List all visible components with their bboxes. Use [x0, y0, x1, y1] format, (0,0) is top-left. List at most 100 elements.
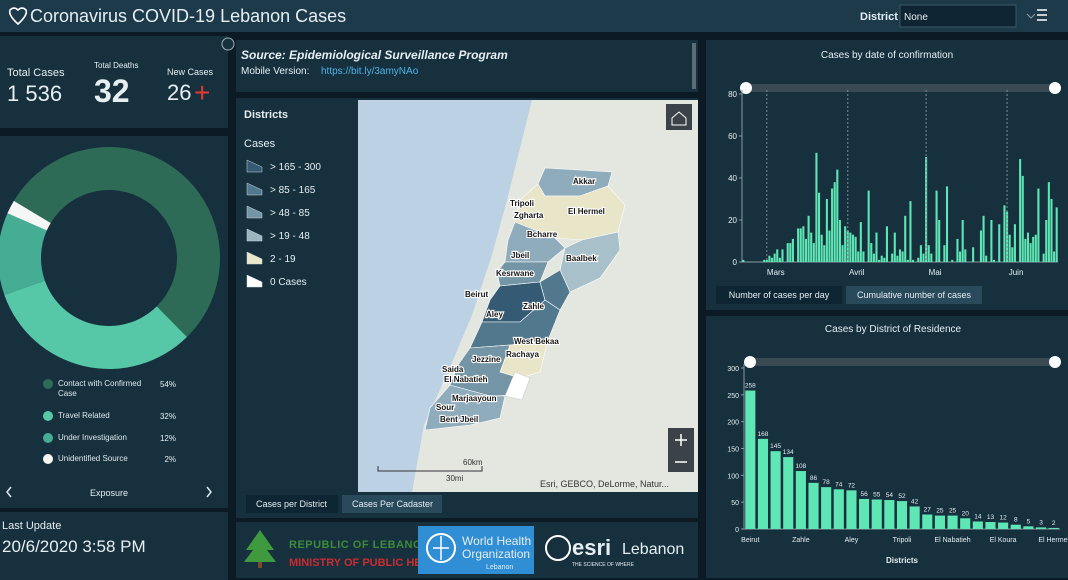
- value-label: 145: [770, 443, 781, 450]
- bar: [807, 215, 810, 262]
- legend-value: 54%: [160, 380, 176, 389]
- bar: [909, 201, 912, 262]
- last-update-label: Last Update: [2, 520, 61, 532]
- who-emblem-cross: [433, 536, 449, 560]
- bar: [1023, 526, 1034, 529]
- next-arrow[interactable]: [206, 486, 212, 498]
- legend-item-label: > 48 - 85: [270, 208, 310, 219]
- bar: [945, 186, 949, 262]
- bar: [1026, 232, 1030, 262]
- y-tick-label: 60: [728, 132, 737, 141]
- value-label: 56: [860, 491, 868, 498]
- bar: [927, 245, 930, 262]
- bar: [804, 238, 808, 262]
- bar: [859, 498, 870, 529]
- map-legend: > 165 - 300 > 85 - 165 > 48 - 85 > 19 - 48 2…: [246, 159, 321, 288]
- prev-arrow[interactable]: [6, 486, 12, 498]
- legend-value: 32%: [160, 412, 176, 421]
- menu-button[interactable]: [1037, 9, 1047, 21]
- map-label: Zahle: [523, 302, 544, 311]
- district-zero: [504, 371, 531, 401]
- value-label: 20: [962, 510, 970, 517]
- bar: [859, 222, 862, 262]
- bar: [1034, 234, 1037, 262]
- bar: [1035, 527, 1047, 529]
- source-title: Source: Epidemiological Surveillance Pro…: [241, 48, 508, 62]
- bar: [770, 257, 774, 262]
- bar: [867, 190, 870, 262]
- district-select[interactable]: [899, 4, 1017, 28]
- bar: [742, 259, 745, 262]
- legend-swatch: [246, 205, 263, 219]
- bar: [896, 255, 899, 262]
- home-button[interactable]: [666, 104, 692, 130]
- bar: [885, 226, 888, 262]
- mobile-link[interactable]: https://bit.ly/3amyNAo: [321, 66, 419, 77]
- district-value: None: [904, 12, 928, 23]
- bar: [781, 249, 784, 262]
- x-tick-label: El Nabatieh: [934, 537, 970, 544]
- home-icon: [671, 111, 687, 126]
- esri-tagline: THE SCIENCE OF WHERE: [572, 562, 635, 568]
- legend-swatch: [246, 182, 263, 196]
- bar: [1045, 220, 1048, 262]
- scale-bar: [377, 466, 483, 472]
- bar: [878, 259, 881, 262]
- chart-button[interactable]: [846, 286, 982, 304]
- bar: [770, 451, 781, 529]
- value-label: 27: [924, 507, 932, 514]
- district-slider-handle-left[interactable]: [744, 356, 756, 368]
- collapse-button[interactable]: [221, 37, 235, 51]
- last-update-value: 20/6/2020 3:58 PM: [2, 537, 146, 556]
- bar: [979, 230, 983, 262]
- y-tick-label: 200: [727, 420, 739, 427]
- map-label: Akkar: [573, 177, 595, 186]
- bar: [985, 522, 996, 529]
- bar: [925, 157, 928, 262]
- bar: [1024, 238, 1027, 262]
- bar: [833, 489, 844, 529]
- esri-globe: [545, 535, 571, 561]
- chart-button[interactable]: [716, 286, 842, 304]
- date-slider-handle-left[interactable]: [740, 82, 752, 94]
- total-deaths-label: Total Deaths: [94, 61, 138, 70]
- charts: 54% 32% 12% 2% Exposure Cases by date of conf…: [0, 50, 1068, 565]
- bar: [901, 251, 904, 262]
- total-deaths-value: 32: [94, 73, 130, 109]
- bar: [1019, 159, 1022, 262]
- bar: [871, 499, 882, 529]
- bar: [961, 220, 964, 262]
- bar: [1050, 199, 1053, 262]
- date-slider-handle-right[interactable]: [1049, 82, 1061, 94]
- bar: [828, 230, 831, 262]
- bar: [947, 515, 958, 529]
- tab-cadaster[interactable]: [342, 495, 442, 513]
- tab-district[interactable]: [246, 495, 338, 513]
- bar: [985, 255, 988, 262]
- bar: [935, 190, 938, 262]
- district-slider-handle-right[interactable]: [1049, 356, 1061, 368]
- map-label: Marjaayoun: [452, 394, 497, 403]
- bar: [763, 259, 766, 262]
- new-cases-marker: +: [194, 77, 210, 108]
- bar: [959, 251, 962, 262]
- map-attribution: Esri, GEBCO, DeLorme, Natur...: [540, 479, 669, 489]
- bar: [846, 490, 857, 529]
- bar: [1047, 182, 1050, 262]
- legend-label: Travel Related: [58, 411, 110, 420]
- district-zahle: [539, 269, 571, 311]
- legend-swatch: [246, 251, 263, 265]
- x-tick-label: Mars: [767, 268, 785, 277]
- value-label: 8: [1014, 517, 1018, 524]
- select-arrow: [1026, 13, 1036, 19]
- district-baalbek: [559, 231, 621, 293]
- bar: [898, 249, 902, 262]
- map-label: El Nabatieh: [444, 375, 488, 384]
- x-tick-label: El Hermel: [1038, 537, 1068, 544]
- bar: [786, 243, 789, 262]
- y-tick-label: 40: [728, 174, 737, 183]
- cedar-icon: [244, 530, 276, 562]
- y-tick-label: 0: [735, 527, 739, 534]
- bar: [810, 232, 813, 262]
